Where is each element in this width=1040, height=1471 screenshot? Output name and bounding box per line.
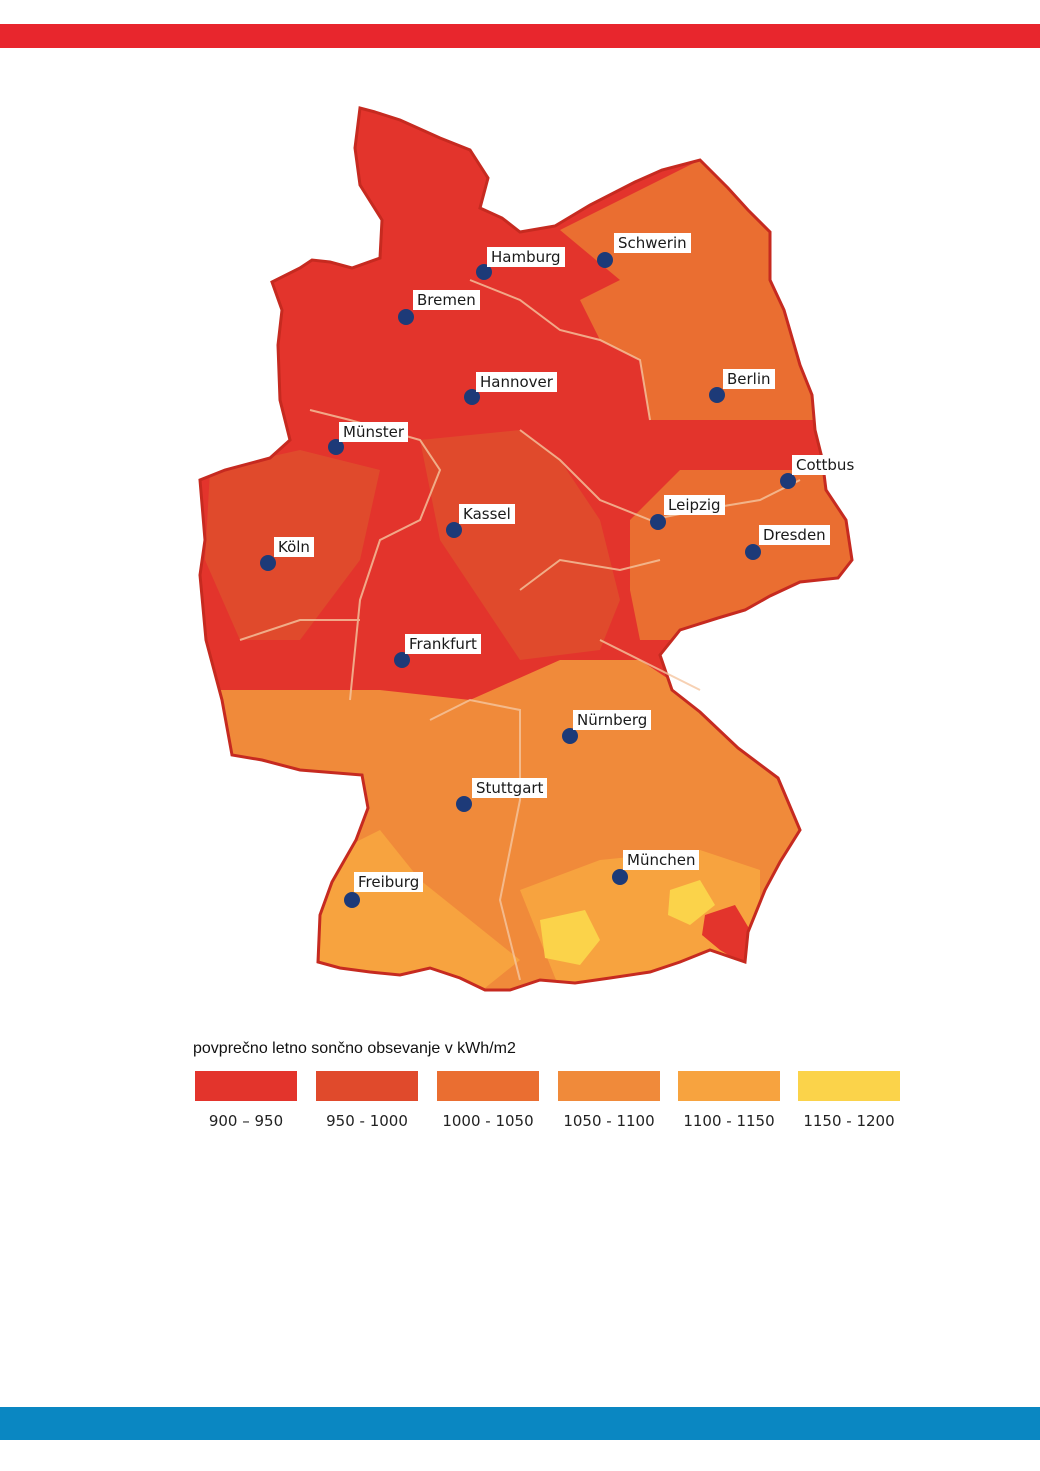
city-dot-nurnberg (562, 728, 578, 744)
city-dot-hamburg (476, 264, 492, 280)
legend-range-4: 1050 - 1100 (563, 1112, 655, 1130)
city-dot-frankfurt (394, 652, 410, 668)
top-accent-bar (0, 24, 1040, 48)
city-label-cottbus: Cottbus (792, 455, 859, 475)
germany-map (198, 106, 854, 992)
city-label-bremen: Bremen (413, 290, 480, 310)
city-label-hannover: Hannover (476, 372, 557, 392)
state-border-7 (519, 558, 661, 591)
zone-peak-1 (540, 910, 600, 965)
city-label-munster: Münster (339, 422, 409, 442)
legend-swatch-5 (678, 1071, 780, 1101)
city-label-leipzig: Leipzig (664, 495, 725, 515)
city-dot-munchen (612, 869, 628, 885)
zone-northeast (560, 160, 815, 420)
bottom-accent-bar (0, 1407, 1040, 1440)
city-dot-bremen (398, 309, 414, 325)
zone-peak-2 (668, 880, 715, 925)
irradiation-map: Hamburg Schwerin Bremen Hannover Berlin Münst… (198, 106, 859, 992)
legend-title: povprečno letno sončno obsevanje v kWh/m… (193, 1040, 516, 1057)
legend-swatch-1 (195, 1071, 297, 1101)
city-dot-cottbus (780, 473, 796, 489)
legend-range-5: 1100 - 1150 (683, 1112, 775, 1130)
legend-swatch-6 (798, 1071, 900, 1101)
city-dot-schwerin (597, 252, 613, 268)
city-label-schwerin: Schwerin (614, 233, 691, 253)
city-label-nurnberg: Nürnberg (573, 710, 652, 730)
city-label-koln: Köln (274, 537, 314, 557)
city-dot-kassel (446, 522, 462, 538)
city-dot-berlin (709, 387, 725, 403)
state-border-5 (599, 639, 701, 691)
city-label-dresden: Dresden (759, 525, 830, 545)
legend-swatch-4 (558, 1071, 660, 1101)
legend-range-2: 950 - 1000 (326, 1112, 408, 1130)
state-border-4 (239, 619, 360, 641)
city-dot-dresden (745, 544, 761, 560)
city-dot-freiburg (344, 892, 360, 908)
city-label-kassel: Kassel (459, 504, 515, 524)
city-label-freiburg: Freiburg (354, 872, 424, 892)
city-label-stuttgart: Stuttgart (472, 778, 548, 798)
city-label-hamburg: Hamburg (487, 247, 565, 267)
city-dot-hannover (464, 389, 480, 405)
legend-range-6: 1150 - 1200 (803, 1112, 895, 1130)
legend-swatch-2 (316, 1071, 418, 1101)
city-dot-leipzig (650, 514, 666, 530)
city-dot-koln (260, 555, 276, 571)
state-border-6 (429, 698, 521, 981)
city-label-munchen: München (623, 850, 700, 870)
zone-alps-red (702, 905, 750, 965)
city-dot-munster (328, 439, 344, 455)
legend-range-1: 900 – 950 (208, 1112, 284, 1130)
city-label-frankfurt: Frankfurt (405, 634, 481, 654)
city-dot-stuttgart (456, 796, 472, 812)
state-border-3 (519, 429, 801, 522)
state-border-1 (469, 279, 651, 421)
city-label-berlin: Berlin (723, 369, 775, 389)
legend-range-3: 1000 - 1050 (442, 1112, 534, 1130)
legend-swatch-3 (437, 1071, 539, 1101)
zone-centre-stripe (420, 430, 620, 660)
